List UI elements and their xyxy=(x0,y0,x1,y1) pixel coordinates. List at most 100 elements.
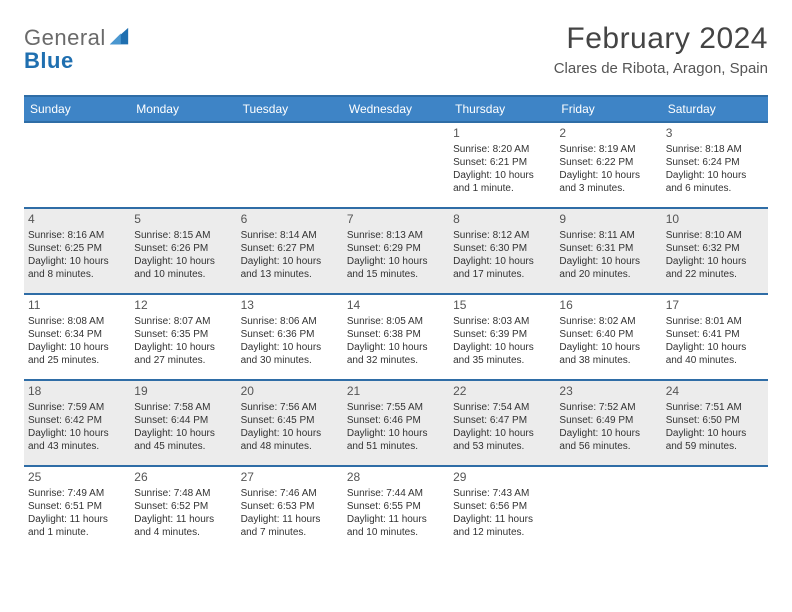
daylight-text: Daylight: 11 hours and 7 minutes. xyxy=(241,513,339,539)
day-number: 27 xyxy=(241,470,339,486)
sunset-text: Sunset: 6:29 PM xyxy=(347,242,445,255)
daylight-text: Daylight: 10 hours and 8 minutes. xyxy=(28,255,126,281)
calendar-cell: 13Sunrise: 8:06 AMSunset: 6:36 PMDayligh… xyxy=(237,294,343,380)
sunset-text: Sunset: 6:39 PM xyxy=(453,328,551,341)
page-header: General Blue February 2024 Clares de Rib… xyxy=(24,22,768,77)
sunset-text: Sunset: 6:25 PM xyxy=(28,242,126,255)
calendar-week-row: 11Sunrise: 8:08 AMSunset: 6:34 PMDayligh… xyxy=(24,294,768,380)
sunrise-text: Sunrise: 8:08 AM xyxy=(28,315,126,328)
month-title: February 2024 xyxy=(554,22,768,56)
calendar-cell: 21Sunrise: 7:55 AMSunset: 6:46 PMDayligh… xyxy=(343,380,449,466)
daylight-text: Daylight: 11 hours and 4 minutes. xyxy=(134,513,232,539)
daylight-text: Daylight: 10 hours and 53 minutes. xyxy=(453,427,551,453)
day-number: 10 xyxy=(666,212,764,228)
daylight-text: Daylight: 10 hours and 56 minutes. xyxy=(559,427,657,453)
calendar-cell: 19Sunrise: 7:58 AMSunset: 6:44 PMDayligh… xyxy=(130,380,236,466)
weekday-header: Tuesday xyxy=(237,96,343,122)
calendar-cell-empty xyxy=(662,466,768,552)
weekday-header: Monday xyxy=(130,96,236,122)
day-number: 3 xyxy=(666,126,764,142)
sunset-text: Sunset: 6:41 PM xyxy=(666,328,764,341)
calendar-week-row: 1Sunrise: 8:20 AMSunset: 6:21 PMDaylight… xyxy=(24,122,768,208)
calendar-body: 1Sunrise: 8:20 AMSunset: 6:21 PMDaylight… xyxy=(24,122,768,552)
sunrise-text: Sunrise: 8:05 AM xyxy=(347,315,445,328)
sunset-text: Sunset: 6:56 PM xyxy=(453,500,551,513)
calendar-cell: 28Sunrise: 7:44 AMSunset: 6:55 PMDayligh… xyxy=(343,466,449,552)
sunrise-text: Sunrise: 8:10 AM xyxy=(666,229,764,242)
day-number: 24 xyxy=(666,384,764,400)
sunrise-text: Sunrise: 8:20 AM xyxy=(453,143,551,156)
sunset-text: Sunset: 6:22 PM xyxy=(559,156,657,169)
daylight-text: Daylight: 10 hours and 3 minutes. xyxy=(559,169,657,195)
sunset-text: Sunset: 6:34 PM xyxy=(28,328,126,341)
daylight-text: Daylight: 10 hours and 10 minutes. xyxy=(134,255,232,281)
weekday-header: Thursday xyxy=(449,96,555,122)
calendar-cell: 25Sunrise: 7:49 AMSunset: 6:51 PMDayligh… xyxy=(24,466,130,552)
sunrise-text: Sunrise: 7:56 AM xyxy=(241,401,339,414)
sunrise-text: Sunrise: 8:01 AM xyxy=(666,315,764,328)
daylight-text: Daylight: 11 hours and 10 minutes. xyxy=(347,513,445,539)
calendar-cell: 2Sunrise: 8:19 AMSunset: 6:22 PMDaylight… xyxy=(555,122,661,208)
weekday-header: Saturday xyxy=(662,96,768,122)
weekday-header-row: SundayMondayTuesdayWednesdayThursdayFrid… xyxy=(24,96,768,122)
weekday-header: Wednesday xyxy=(343,96,449,122)
day-number: 4 xyxy=(28,212,126,228)
sunrise-text: Sunrise: 7:52 AM xyxy=(559,401,657,414)
calendar-cell: 6Sunrise: 8:14 AMSunset: 6:27 PMDaylight… xyxy=(237,208,343,294)
daylight-text: Daylight: 10 hours and 45 minutes. xyxy=(134,427,232,453)
calendar-cell-empty xyxy=(343,122,449,208)
calendar-cell: 10Sunrise: 8:10 AMSunset: 6:32 PMDayligh… xyxy=(662,208,768,294)
daylight-text: Daylight: 10 hours and 22 minutes. xyxy=(666,255,764,281)
calendar-cell: 26Sunrise: 7:48 AMSunset: 6:52 PMDayligh… xyxy=(130,466,236,552)
calendar-cell: 14Sunrise: 8:05 AMSunset: 6:38 PMDayligh… xyxy=(343,294,449,380)
sunset-text: Sunset: 6:36 PM xyxy=(241,328,339,341)
daylight-text: Daylight: 10 hours and 20 minutes. xyxy=(559,255,657,281)
sunset-text: Sunset: 6:53 PM xyxy=(241,500,339,513)
sunset-text: Sunset: 6:35 PM xyxy=(134,328,232,341)
day-number: 29 xyxy=(453,470,551,486)
calendar-cell: 5Sunrise: 8:15 AMSunset: 6:26 PMDaylight… xyxy=(130,208,236,294)
brand-logo: General Blue xyxy=(24,22,130,72)
calendar-cell: 22Sunrise: 7:54 AMSunset: 6:47 PMDayligh… xyxy=(449,380,555,466)
calendar-week-row: 4Sunrise: 8:16 AMSunset: 6:25 PMDaylight… xyxy=(24,208,768,294)
calendar-cell: 27Sunrise: 7:46 AMSunset: 6:53 PMDayligh… xyxy=(237,466,343,552)
calendar-cell: 17Sunrise: 8:01 AMSunset: 6:41 PMDayligh… xyxy=(662,294,768,380)
sunrise-text: Sunrise: 7:54 AM xyxy=(453,401,551,414)
day-number: 23 xyxy=(559,384,657,400)
sunset-text: Sunset: 6:38 PM xyxy=(347,328,445,341)
weekday-header: Sunday xyxy=(24,96,130,122)
daylight-text: Daylight: 10 hours and 48 minutes. xyxy=(241,427,339,453)
calendar-cell: 3Sunrise: 8:18 AMSunset: 6:24 PMDaylight… xyxy=(662,122,768,208)
sunset-text: Sunset: 6:26 PM xyxy=(134,242,232,255)
sunset-text: Sunset: 6:49 PM xyxy=(559,414,657,427)
logo-sail-icon xyxy=(108,26,130,48)
calendar-cell-empty xyxy=(130,122,236,208)
day-number: 7 xyxy=(347,212,445,228)
sunrise-text: Sunrise: 7:49 AM xyxy=(28,487,126,500)
sunrise-text: Sunrise: 7:44 AM xyxy=(347,487,445,500)
sunrise-text: Sunrise: 7:58 AM xyxy=(134,401,232,414)
daylight-text: Daylight: 10 hours and 43 minutes. xyxy=(28,427,126,453)
sunrise-text: Sunrise: 7:43 AM xyxy=(453,487,551,500)
sunrise-text: Sunrise: 7:46 AM xyxy=(241,487,339,500)
calendar-cell: 16Sunrise: 8:02 AMSunset: 6:40 PMDayligh… xyxy=(555,294,661,380)
daylight-text: Daylight: 10 hours and 30 minutes. xyxy=(241,341,339,367)
sunrise-text: Sunrise: 8:13 AM xyxy=(347,229,445,242)
daylight-text: Daylight: 10 hours and 15 minutes. xyxy=(347,255,445,281)
sunrise-text: Sunrise: 8:14 AM xyxy=(241,229,339,242)
calendar-cell: 4Sunrise: 8:16 AMSunset: 6:25 PMDaylight… xyxy=(24,208,130,294)
daylight-text: Daylight: 10 hours and 27 minutes. xyxy=(134,341,232,367)
day-number: 1 xyxy=(453,126,551,142)
daylight-text: Daylight: 10 hours and 32 minutes. xyxy=(347,341,445,367)
day-number: 5 xyxy=(134,212,232,228)
logo-word-general: General xyxy=(24,25,106,50)
sunset-text: Sunset: 6:31 PM xyxy=(559,242,657,255)
location-subtitle: Clares de Ribota, Aragon, Spain xyxy=(554,60,768,77)
calendar-cell: 1Sunrise: 8:20 AMSunset: 6:21 PMDaylight… xyxy=(449,122,555,208)
sunset-text: Sunset: 6:27 PM xyxy=(241,242,339,255)
calendar-table: SundayMondayTuesdayWednesdayThursdayFrid… xyxy=(24,95,768,552)
sunrise-text: Sunrise: 7:59 AM xyxy=(28,401,126,414)
sunrise-text: Sunrise: 8:15 AM xyxy=(134,229,232,242)
daylight-text: Daylight: 11 hours and 1 minute. xyxy=(28,513,126,539)
sunset-text: Sunset: 6:32 PM xyxy=(666,242,764,255)
